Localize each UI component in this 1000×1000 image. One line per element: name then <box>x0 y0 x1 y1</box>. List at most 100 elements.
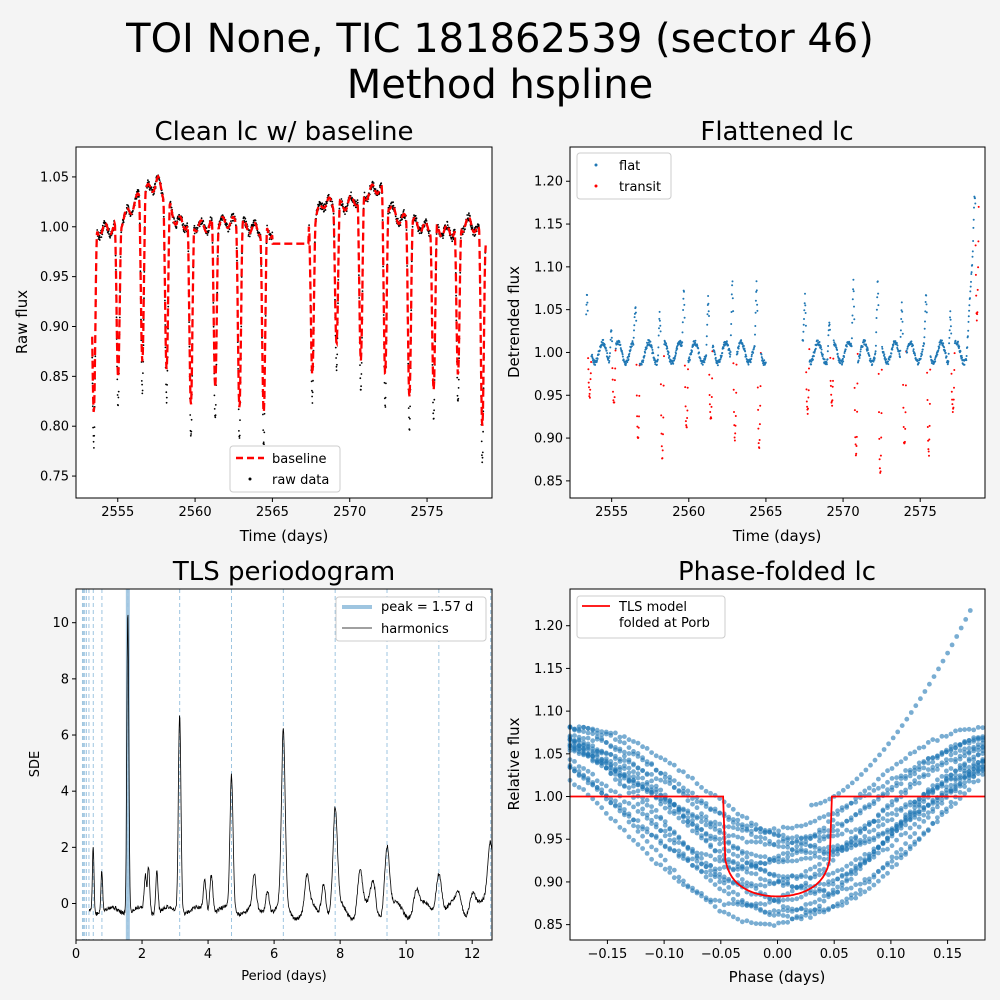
phase-point <box>599 781 605 787</box>
flat-point <box>656 358 659 361</box>
phase-point <box>685 818 691 824</box>
raw-data-point <box>213 394 216 397</box>
phase-point <box>854 776 860 782</box>
raw-data-point <box>191 375 194 377</box>
phase-point <box>712 874 718 880</box>
flat-point <box>852 288 855 291</box>
phase-point <box>753 883 759 888</box>
transit-point <box>808 367 810 370</box>
raw-data-point <box>208 229 210 232</box>
transit-point <box>807 389 810 392</box>
phase-point <box>613 730 618 736</box>
phase-point <box>767 871 772 877</box>
phase-point <box>699 800 704 806</box>
raw-data-point <box>164 324 167 326</box>
phase-point <box>798 894 804 900</box>
phase-point <box>726 833 732 839</box>
phase-point <box>735 821 741 827</box>
phase-point <box>853 895 859 901</box>
phase-point <box>935 815 940 820</box>
phase-point <box>753 871 759 877</box>
phase-point <box>758 921 763 927</box>
tls-plot-area <box>76 589 492 940</box>
flat-point <box>691 350 693 352</box>
raw-data-point <box>164 299 166 302</box>
phase-point <box>916 799 922 805</box>
phase-point <box>903 768 908 773</box>
raw-data-point <box>402 210 405 213</box>
phase-point <box>594 800 600 806</box>
phase-point <box>758 906 763 912</box>
phase-point <box>803 855 809 861</box>
flat-point <box>875 331 878 334</box>
raw-data-point <box>481 456 484 459</box>
transit-point <box>926 399 929 401</box>
flat-point <box>966 335 969 338</box>
phase-point <box>962 768 967 774</box>
flat-point <box>804 304 807 307</box>
transit-point <box>807 396 810 399</box>
phase-point <box>835 821 840 827</box>
phase-point <box>694 865 700 871</box>
phase-point <box>603 750 609 756</box>
raw-data-point <box>356 199 359 202</box>
phase-point <box>622 827 627 833</box>
raw-data-point <box>193 232 196 235</box>
flat-point <box>646 341 648 344</box>
phase-point <box>889 811 895 816</box>
phase-point <box>925 802 931 808</box>
phase-point <box>844 900 850 906</box>
transit-point <box>950 390 953 393</box>
raw-data-legend-swatch <box>248 477 252 481</box>
phase-point <box>885 829 890 835</box>
raw-data-point <box>260 265 263 267</box>
phase-point <box>785 908 791 914</box>
tls-title: TLS periodogram <box>172 557 395 587</box>
raw-data-point <box>215 363 218 366</box>
raw-data-point <box>165 391 168 394</box>
phase-point <box>635 829 641 834</box>
phase-point <box>739 849 745 854</box>
flat-point <box>621 355 624 358</box>
flat-point <box>602 338 605 341</box>
phase-point <box>848 842 854 848</box>
flat-point <box>703 361 706 364</box>
flat-point <box>827 345 830 347</box>
phase-point <box>853 799 859 805</box>
phase-point <box>966 726 972 732</box>
raw-data-point <box>341 203 344 205</box>
phase-point <box>631 789 636 795</box>
raw-data-point <box>207 231 210 234</box>
phase-point <box>930 806 936 812</box>
flat-point <box>606 352 609 355</box>
flat-point <box>706 313 709 316</box>
phase-point <box>785 881 791 887</box>
phase-point <box>744 903 750 908</box>
flat-point <box>585 313 588 316</box>
phase-point <box>671 785 677 790</box>
phase-point <box>871 819 877 824</box>
phase-legend: TLS model folded at Porb <box>576 595 726 639</box>
raw-data-point <box>244 217 247 220</box>
flat-point <box>729 353 732 356</box>
transit-point <box>880 368 883 371</box>
phase-point <box>749 851 754 857</box>
transit-point <box>708 394 711 396</box>
phase-point <box>640 799 645 805</box>
phase-point <box>717 810 723 816</box>
transit-point <box>589 388 592 391</box>
phase-point <box>730 845 736 851</box>
phase-point <box>576 764 582 769</box>
raw-data-point <box>464 228 466 231</box>
raw-data-point <box>350 191 352 194</box>
flat-point <box>895 342 898 344</box>
raw-data-point <box>474 233 477 236</box>
raw-data-point <box>261 336 263 339</box>
flat-point <box>657 354 660 357</box>
phase-point <box>635 801 641 807</box>
phase-point <box>617 734 623 740</box>
raw-data-point <box>324 209 327 211</box>
phase-point <box>681 882 686 888</box>
clean-xlabel: Time (days) <box>239 527 329 545</box>
flat-point <box>730 293 733 296</box>
